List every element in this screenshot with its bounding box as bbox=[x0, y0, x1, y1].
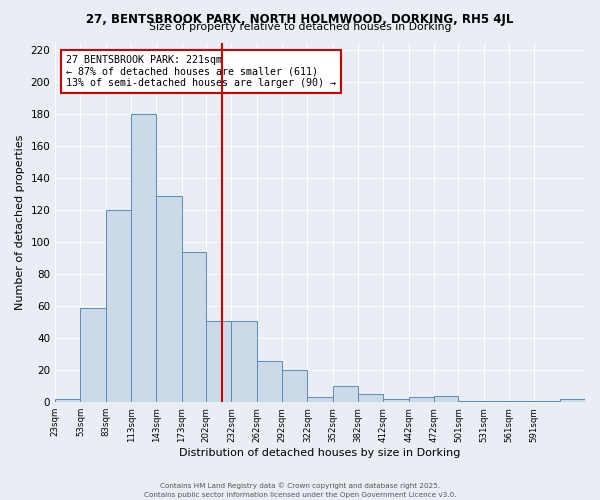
Bar bbox=[257, 360, 282, 402]
Bar bbox=[106, 210, 131, 402]
Bar bbox=[307, 398, 333, 402]
Text: 27, BENTSBROOK PARK, NORTH HOLMWOOD, DORKING, RH5 4JL: 27, BENTSBROOK PARK, NORTH HOLMWOOD, DOR… bbox=[86, 12, 514, 26]
Text: 27 BENTSBROOK PARK: 221sqm
← 87% of detached houses are smaller (611)
13% of sem: 27 BENTSBROOK PARK: 221sqm ← 87% of deta… bbox=[66, 55, 336, 88]
Bar bbox=[560, 399, 585, 402]
Bar bbox=[509, 400, 535, 402]
Y-axis label: Number of detached properties: Number of detached properties bbox=[15, 134, 25, 310]
Bar bbox=[157, 196, 182, 402]
Bar bbox=[55, 399, 80, 402]
Bar bbox=[182, 252, 206, 402]
Bar bbox=[232, 320, 257, 402]
Text: Contains HM Land Registry data © Crown copyright and database right 2025.: Contains HM Land Registry data © Crown c… bbox=[160, 482, 440, 489]
Bar bbox=[131, 114, 157, 402]
Text: Contains public sector information licensed under the Open Government Licence v3: Contains public sector information licen… bbox=[144, 492, 456, 498]
Bar bbox=[282, 370, 307, 402]
Bar bbox=[458, 400, 484, 402]
Bar bbox=[80, 308, 106, 402]
Bar bbox=[535, 400, 560, 402]
Bar bbox=[383, 399, 409, 402]
Bar bbox=[333, 386, 358, 402]
Bar bbox=[484, 400, 509, 402]
X-axis label: Distribution of detached houses by size in Dorking: Distribution of detached houses by size … bbox=[179, 448, 461, 458]
Text: Size of property relative to detached houses in Dorking: Size of property relative to detached ho… bbox=[149, 22, 451, 32]
Bar bbox=[206, 320, 232, 402]
Bar bbox=[409, 398, 434, 402]
Bar bbox=[434, 396, 458, 402]
Bar bbox=[358, 394, 383, 402]
